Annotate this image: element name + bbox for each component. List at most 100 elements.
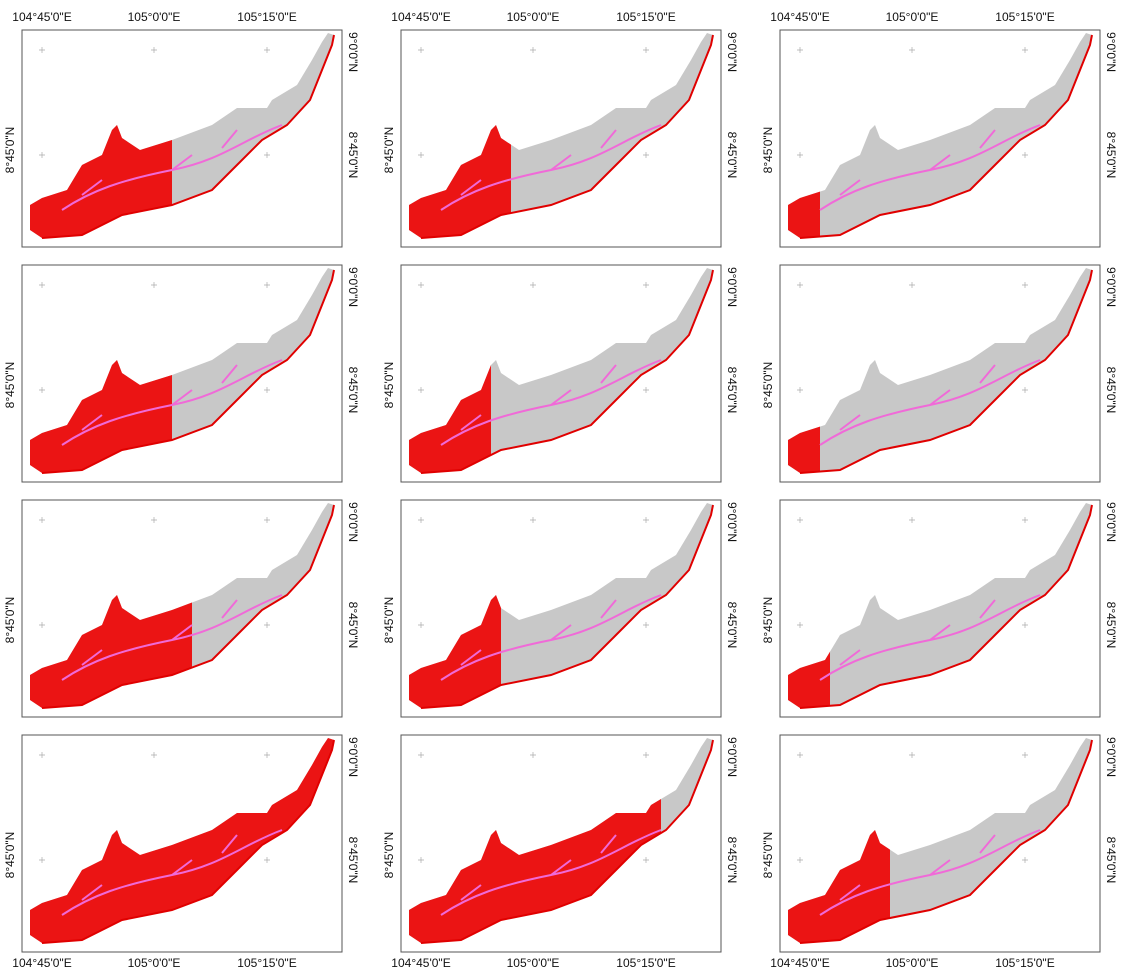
graticule-cross [39, 47, 45, 53]
lat-label-left: 8°45'0"N [382, 832, 396, 879]
lon-label-bottom: 105°15'0"E [616, 956, 675, 970]
lat-label-left: 8°45'0"N [3, 832, 17, 879]
lon-label-top: 104°45'0"E [391, 10, 450, 24]
graticule-cross [418, 752, 424, 758]
map-panel: 8°45'0"N 9°0'0"N 8°45'0"N [382, 265, 739, 482]
lat-label-right: 9°0'0"N [346, 32, 360, 72]
graticule-cross [797, 152, 803, 158]
graticule-cross [1022, 387, 1028, 393]
red-area [22, 30, 172, 247]
graticule-cross [418, 857, 424, 863]
lat-label-right: 9°0'0"N [1104, 502, 1118, 542]
lon-label-bottom: 105°0'0"E [886, 956, 939, 970]
graticule-cross [797, 47, 803, 53]
lon-label-bottom: 105°0'0"E [507, 956, 560, 970]
lat-label-right: 9°0'0"N [725, 737, 739, 777]
map-panel: 8°45'0"N 9°0'0"N 8°45'0"N [382, 500, 739, 717]
graticule-cross [909, 282, 915, 288]
graticule-cross [418, 622, 424, 628]
land [788, 268, 1092, 473]
graticule-cross [418, 282, 424, 288]
graticule-cross [530, 752, 536, 758]
lat-label-right: 8°45'0"N [725, 602, 739, 649]
lat-label-left: 8°45'0"N [382, 597, 396, 644]
lat-label-right: 9°0'0"N [346, 737, 360, 777]
red-area [401, 735, 661, 952]
map-panel: 8°45'0"N9°0'0"N8°45'0"N [3, 265, 360, 482]
lon-label-top: 105°15'0"E [995, 10, 1054, 24]
lat-label-left: 8°45'0"N [3, 597, 17, 644]
graticule-cross [643, 622, 649, 628]
graticule-cross [418, 152, 424, 158]
graticule-cross [418, 47, 424, 53]
lat-label-left: 8°45'0"N [382, 362, 396, 409]
lat-label-right: 8°45'0"N [725, 367, 739, 414]
land-overlay [401, 735, 661, 952]
lat-label-right: 9°0'0"N [1104, 32, 1118, 72]
graticule-cross [643, 517, 649, 523]
lat-label-right: 9°0'0"N [346, 267, 360, 307]
graticule-cross [264, 282, 270, 288]
graticule-cross [39, 282, 45, 288]
land [788, 503, 1092, 708]
graticule-cross [418, 517, 424, 523]
map-panel: 8°45'0"N9°0'0"N8°45'0"N104°45'0"E105°0'0… [761, 10, 1118, 247]
lon-label-top: 105°15'0"E [616, 10, 675, 24]
graticule-cross [264, 752, 270, 758]
lat-label-left: 8°45'0"N [761, 127, 775, 174]
graticule-cross [1022, 622, 1028, 628]
red-area [401, 265, 491, 482]
red-area [401, 30, 511, 247]
lat-label-left: 8°45'0"N [761, 597, 775, 644]
graticule-cross [643, 282, 649, 288]
graticule-cross [39, 387, 45, 393]
graticule-cross [797, 282, 803, 288]
red-area [780, 30, 820, 247]
figure: 8°45'0"N 9°0'0"N 8°45'0"N 104°45'0"E 105°0'0… [0, 0, 1121, 972]
red-area [780, 265, 820, 482]
lat-label-right: 9°0'0"N [346, 502, 360, 542]
map-panel: 8°45'0"N 9°0'0"N 8°45'0"N [761, 500, 1118, 717]
lat-label-left: 8°45'0"N [3, 362, 17, 409]
red-area [22, 500, 192, 717]
lon-label-bottom: 105°15'0"E [237, 956, 296, 970]
red-area [22, 265, 172, 482]
lat-label-right: 8°45'0"N [1104, 602, 1118, 649]
graticule-cross [909, 47, 915, 53]
lat-label-right: 8°45'0"N [725, 837, 739, 884]
graticule-cross [797, 387, 803, 393]
lat-label-right: 8°45'0"N [346, 602, 360, 649]
lat-label-right: 8°45'0"N [725, 132, 739, 179]
graticule-cross [39, 152, 45, 158]
graticule-cross [1022, 47, 1028, 53]
graticule-cross [151, 752, 157, 758]
graticule-cross [643, 47, 649, 53]
lat-label-right: 8°45'0"N [1104, 132, 1118, 179]
lon-label-bottom: 104°45'0"E [12, 956, 71, 970]
lat-label-right: 8°45'0"N [346, 132, 360, 179]
lat-label-right: 9°0'0"N [725, 502, 739, 542]
graticule-cross [643, 752, 649, 758]
red-area [780, 500, 830, 717]
lat-label-right: 8°45'0"N [346, 837, 360, 884]
map-panel: 8°45'0"N9°0'0"N8°45'0"N [761, 265, 1118, 482]
graticule-cross [264, 47, 270, 53]
lon-label-bottom: 105°15'0"E [995, 956, 1054, 970]
lon-label-bottom: 104°45'0"E [770, 956, 829, 970]
page: 8°45'0"N 9°0'0"N 8°45'0"N 104°45'0"E 105°0'0… [0, 0, 1121, 972]
graticule-cross [530, 47, 536, 53]
graticule-cross [1022, 517, 1028, 523]
graticule-cross [264, 517, 270, 523]
lat-label-right: 9°0'0"N [725, 267, 739, 307]
red-area [401, 500, 501, 717]
lat-label-left: 8°45'0"N [761, 362, 775, 409]
graticule-cross [39, 517, 45, 523]
lat-label-left: 8°45'0"N [382, 127, 396, 174]
lat-label-right: 9°0'0"N [725, 32, 739, 72]
graticule-cross [1022, 152, 1028, 158]
graticule-cross [909, 517, 915, 523]
land-overlay [22, 735, 342, 952]
graticule-cross [797, 857, 803, 863]
